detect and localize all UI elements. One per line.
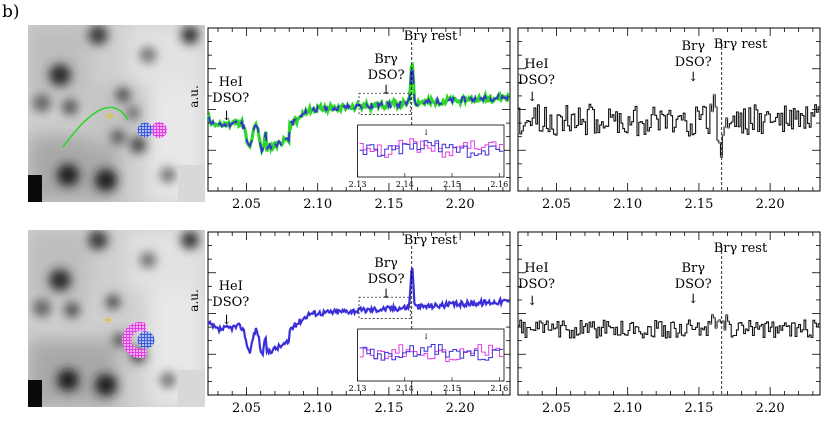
- residual-gray-line: [709, 93, 730, 158]
- hei-label: HeI: [219, 279, 243, 294]
- spectrum-top: 2.05 2.10 2.15 2.20 a.u. Brγ rest Brγ DSO? ↓ HeI D…: [187, 27, 511, 218]
- dso-label: DSO?: [368, 68, 405, 83]
- brg-label: Brγ: [681, 261, 705, 276]
- x-tick-label: 2.15: [684, 197, 713, 212]
- x-tick-label: 2.20: [446, 197, 475, 212]
- inset: 2.13 2.14 2.15 2.16 ↓: [349, 328, 508, 393]
- inset-blue-line: [359, 140, 504, 158]
- spectrum-line: [207, 63, 510, 155]
- zoom-box: [358, 296, 411, 319]
- x-tick-label: 2.05: [542, 197, 571, 212]
- x-tick-label: 2.20: [756, 197, 785, 212]
- residual-line: [518, 314, 820, 339]
- inset-blue-line: [359, 344, 504, 361]
- x-tick-label: 2.20: [756, 401, 785, 416]
- brg-label: Brγ: [374, 52, 398, 67]
- x-tick-label: 2.05: [542, 401, 571, 416]
- inset-tick-label: 2.13: [349, 180, 367, 189]
- x-tick-label: 2.15: [374, 401, 403, 416]
- x-tick-label: 2.10: [613, 197, 642, 212]
- image-top: [28, 25, 205, 202]
- inset-tick-label: 2.15: [443, 384, 461, 393]
- dso-label: DSO?: [212, 295, 249, 310]
- cross-marker: [104, 316, 112, 324]
- dso-label: DSO?: [368, 272, 405, 287]
- arrow: ↓: [527, 90, 538, 105]
- spectrum-line: [207, 267, 510, 359]
- arrow: ↓: [688, 70, 699, 85]
- inset-tick-label: 2.16: [490, 384, 508, 393]
- panel-label: b): [2, 2, 20, 22]
- brg-rest-label: Brγ rest: [404, 29, 458, 44]
- arrow: ↓: [527, 294, 538, 309]
- hei-label: HeI: [524, 57, 548, 72]
- arrow: ↓: [381, 83, 392, 98]
- y-axis-label: a.u.: [187, 85, 201, 108]
- x-tick-label: 2.10: [303, 401, 332, 416]
- spectrum-bottom: 2.05 2.10 2.15 2.20 a.u. Brγ rest Brγ DSO? ↓ HeI D…: [187, 231, 511, 422]
- dso-label: DSO?: [212, 91, 249, 106]
- brg-rest-label: Brγ rest: [714, 37, 768, 52]
- x-tick-label: 2.20: [446, 401, 475, 416]
- residual-line: [518, 94, 820, 158]
- dso-label: DSO?: [518, 73, 555, 88]
- plot-frame: [517, 27, 821, 192]
- inset: 2.13 2.14 2.15 2.16 ↓: [349, 124, 508, 189]
- inset-tick-label: 2.14: [396, 180, 414, 189]
- dso-label: DSO?: [675, 277, 712, 292]
- inset-tick-label: 2.15: [443, 180, 461, 189]
- inset-arrow: ↓: [423, 332, 430, 341]
- x-tick-label: 2.05: [232, 401, 261, 416]
- cross-marker: [106, 112, 114, 120]
- arrow: ↓: [221, 109, 232, 124]
- x-tick-label: 2.15: [684, 401, 713, 416]
- zoom-box: [358, 92, 411, 115]
- arrow: ↓: [688, 292, 699, 307]
- dso-label: DSO?: [518, 277, 555, 292]
- brg-rest-label: Brγ rest: [714, 241, 768, 256]
- inset-tick-label: 2.14: [396, 384, 414, 393]
- x-tick-label: 2.15: [374, 197, 403, 212]
- dso-label: DSO?: [675, 55, 712, 70]
- plot-frame: [517, 231, 821, 396]
- brg-label: Brγ: [374, 256, 398, 271]
- inset-tick-label: 2.16: [490, 180, 508, 189]
- residual-top: 2.05 2.10 2.15 2.20 Brγ rest Brγ DSO? ↓ HeI DSO? ↓: [517, 27, 821, 218]
- y-axis-label: a.u.: [187, 289, 201, 312]
- inset-arrow: ↓: [423, 128, 430, 137]
- arrow: ↓: [221, 313, 232, 328]
- x-tick-label: 2.05: [232, 197, 261, 212]
- spectrum-svg: 2.05 2.10 2.15 2.20a.u.Brγ restBrγDSO?↓HeID…: [187, 27, 511, 212]
- brg-label: Brγ: [681, 39, 705, 54]
- hei-label: HeI: [219, 75, 243, 90]
- spectrum-svg: 2.05 2.10 2.15 2.20a.u.Brγ restBrγDSO?↓HeID…: [187, 231, 511, 416]
- arrow: ↓: [381, 287, 392, 302]
- x-tick-label: 2.10: [303, 197, 332, 212]
- inset-frame: [357, 328, 505, 382]
- hei-label: HeI: [524, 261, 548, 276]
- residual-gray-line: [709, 313, 730, 331]
- brg-rest-label: Brγ rest: [404, 233, 458, 248]
- x-tick-label: 2.10: [613, 401, 642, 416]
- residual-bottom: 2.05 2.10 2.15 2.20 Brγ rest Brγ DSO? ↓ HeI DSO? ↓: [517, 231, 821, 422]
- inset-frame: [357, 124, 505, 178]
- orbit-path: [62, 106, 129, 148]
- image-bottom: [28, 230, 205, 407]
- inset-tick-label: 2.13: [349, 384, 367, 393]
